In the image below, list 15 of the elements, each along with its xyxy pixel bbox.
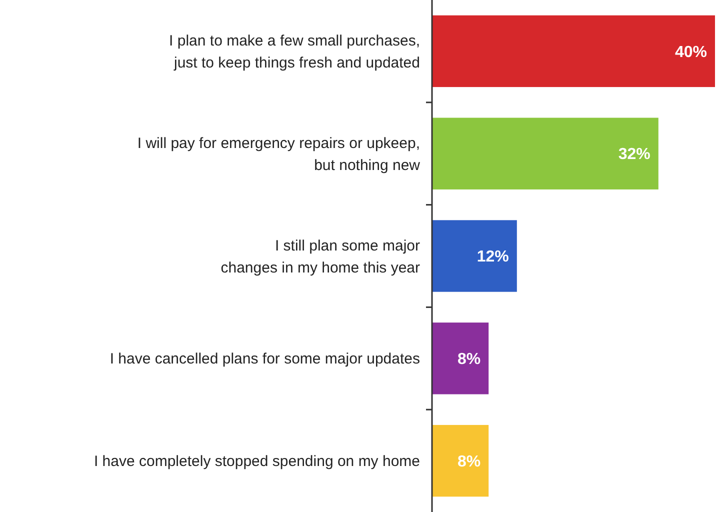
data-label: 12% xyxy=(476,248,509,266)
data-label: 8% xyxy=(457,351,481,368)
bar xyxy=(432,424,489,497)
y-tick-label: I have completely stopped spending on my home xyxy=(94,453,420,470)
bar xyxy=(432,118,658,190)
data-label: 40% xyxy=(674,44,707,61)
y-tick-label: I plan to make a few small purchases, just to keep things fresh and updated xyxy=(169,32,420,72)
bar xyxy=(432,322,489,394)
y-tick-label: I still plan some major changes in my home this year xyxy=(220,237,420,276)
y-tick-label: I will pay for emergency repairs or upkeep, but nothing new xyxy=(137,134,420,174)
bar xyxy=(432,220,517,292)
y-tick-label: I have cancelled plans for some major updates xyxy=(110,350,420,368)
data-label: 32% xyxy=(618,146,650,164)
data-label: 8% xyxy=(457,453,481,470)
bar xyxy=(432,15,715,88)
